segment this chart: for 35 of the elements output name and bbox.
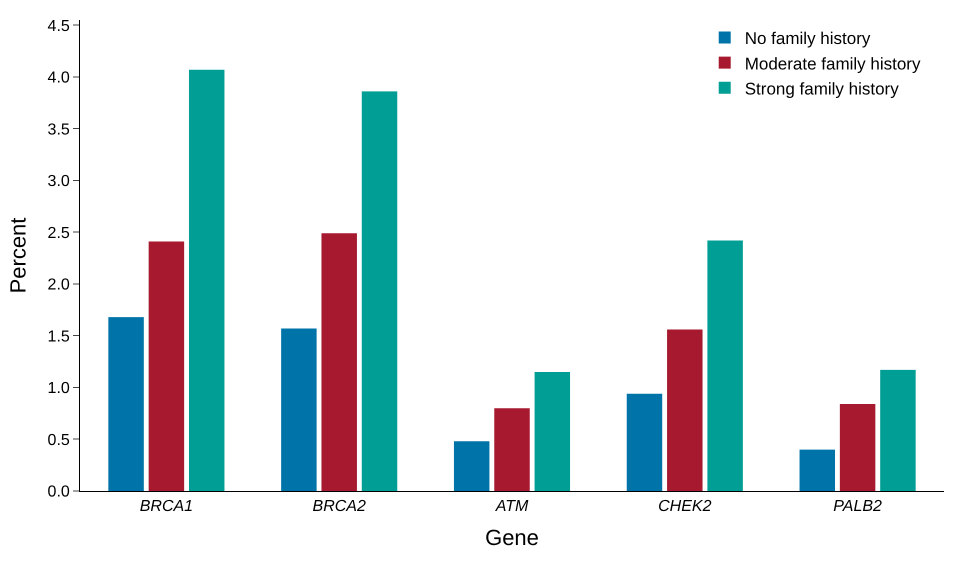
- bar: [188, 70, 224, 491]
- y-tick-label: 3.5: [48, 121, 70, 138]
- bar: [880, 370, 916, 491]
- bar: [626, 394, 662, 491]
- bar: [494, 408, 530, 491]
- y-tick-label: 2.5: [48, 224, 70, 242]
- bar: [454, 441, 490, 491]
- y-tick-label: 2.0: [48, 276, 70, 294]
- bar: [534, 372, 570, 491]
- legend-label: No family history: [744, 29, 871, 48]
- y-tick-label: 0.5: [48, 432, 70, 449]
- y-tick-label: 0.0: [48, 484, 70, 501]
- bar: [321, 233, 357, 491]
- x-tick-label: BRCA1: [140, 498, 194, 516]
- bar: [667, 330, 703, 491]
- y-tick-label: 1.0: [48, 380, 70, 398]
- x-tick-label: ATM: [494, 498, 529, 516]
- bar: [281, 328, 317, 491]
- x-tick-label: CHEK2: [658, 498, 712, 516]
- bar: [148, 242, 184, 491]
- legend-label: Strong family history: [744, 79, 900, 98]
- x-axis-title: Gene: [485, 525, 539, 550]
- bar: [108, 317, 144, 491]
- legend-label: Moderate family history: [744, 54, 921, 74]
- y-tick-label: 4.5: [48, 18, 70, 35]
- y-axis-title: Percent: [5, 218, 30, 294]
- x-tick-label: PALB2: [833, 498, 882, 516]
- bar: [707, 240, 743, 491]
- y-tick-label: 4.0: [48, 70, 70, 87]
- x-tick-label: BRCA2: [312, 498, 366, 516]
- y-tick-label: 3.0: [48, 173, 70, 190]
- bar: [840, 404, 876, 491]
- y-tick-label: 1.5: [48, 328, 70, 346]
- bar: [800, 450, 836, 491]
- bar: [362, 91, 398, 491]
